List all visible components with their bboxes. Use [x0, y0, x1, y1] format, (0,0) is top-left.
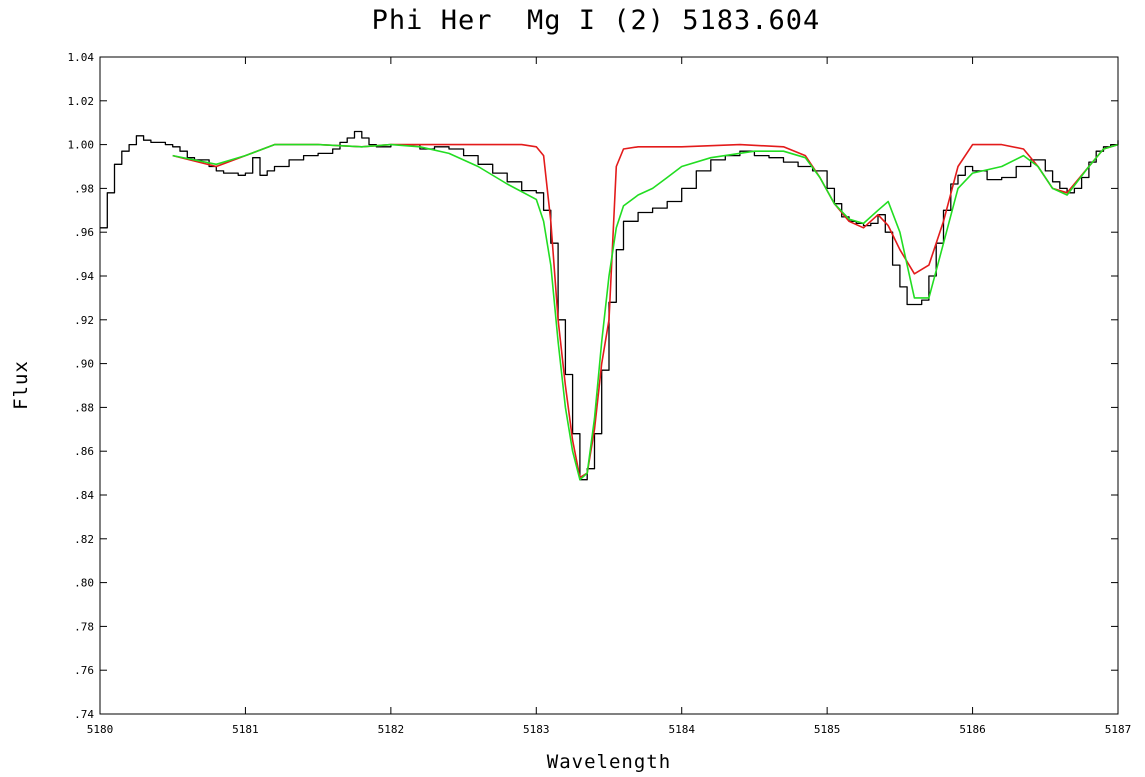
axis-ticks: 5180 5181 5182 5183 5184 5185 5186 5187 .74 .76 .7…	[68, 51, 1132, 736]
x-tick-label: 5187	[1105, 723, 1132, 736]
chart-title: Phi Her Mg I (2) 5183.604	[372, 5, 821, 36]
y-tick-label: .74	[74, 708, 94, 721]
y-tick-label: .98	[74, 182, 94, 195]
x-tick-label: 5183	[523, 723, 550, 736]
y-axis-label: Flux	[10, 360, 32, 410]
y-tick-label: 1.02	[68, 95, 95, 108]
x-tick-label: 5185	[814, 723, 841, 736]
x-tick-label: 5186	[959, 723, 986, 736]
y-tick-label: .96	[74, 226, 94, 239]
y-tick-label: .94	[74, 270, 94, 283]
y-tick-label: .88	[74, 401, 94, 414]
y-tick-label: .86	[74, 445, 94, 458]
y-tick-label: 1.04	[68, 51, 95, 64]
x-tick-label: 5182	[378, 723, 405, 736]
y-tick-label: 1.00	[68, 139, 95, 152]
y-tick-label: .76	[74, 664, 94, 677]
y-tick-label: .80	[74, 577, 94, 590]
model-red-line	[172, 143, 1119, 479]
y-tick-label: .90	[74, 358, 94, 371]
x-tick-label: 5181	[232, 723, 259, 736]
x-tick-label: 5184	[668, 723, 695, 736]
model-green-line	[172, 143, 1119, 481]
x-axis-label: Wavelength	[547, 751, 671, 773]
y-tick-label: .92	[74, 314, 94, 327]
series-layer	[100, 130, 1119, 481]
y-tick-label: .78	[74, 620, 94, 633]
x-tick-label: 5180	[87, 723, 114, 736]
plot-frame	[99, 56, 1119, 715]
y-tick-label: .84	[74, 489, 94, 502]
y-tick-label: .82	[74, 533, 94, 546]
